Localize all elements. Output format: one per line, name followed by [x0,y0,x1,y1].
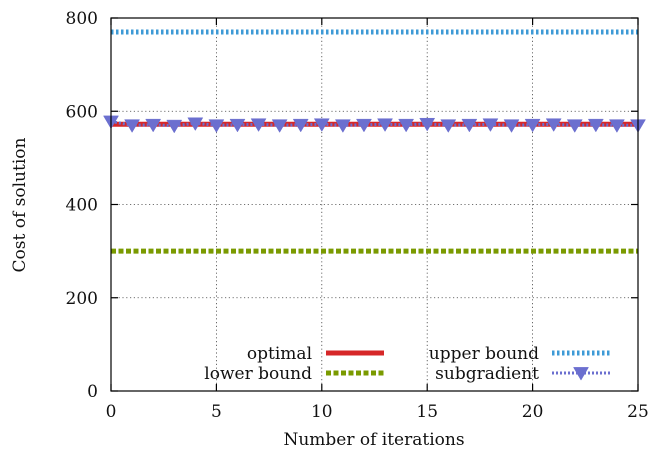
series-point-subgradient [145,118,162,133]
x-axis-title: Number of iterations [283,430,464,450]
grid [111,18,638,391]
x-tick-label: 10 [311,402,333,422]
series-point-subgradient [566,119,583,133]
series-point-subgradient [356,118,372,133]
series-point-subgradient [271,119,288,133]
plot-frame [110,17,639,392]
x-tick-label: 0 [106,402,117,422]
series-point-subgradient [313,118,330,132]
legend-marker-subgradient [573,367,589,381]
series-layer [103,29,646,254]
series-point-subgradient [545,118,562,132]
series-point-subgradient [608,119,625,133]
series-point-subgradient [503,119,520,133]
series-point-subgradient [587,118,604,133]
series-point-subgradient [229,118,246,133]
y-tick-label: 400 [66,196,98,216]
x-tick-label: 5 [211,402,222,422]
series-point-subgradient [292,118,309,133]
series-point-subgradient [166,119,183,134]
legend-label-upper-bound: upper bound [429,344,539,364]
legend-label-lower-bound: lower bound [204,364,312,384]
series-point-subgradient [524,118,541,133]
y-tick-label: 0 [87,382,98,402]
series-point-subgradient [398,118,415,133]
tick-labels: 0 5 10 15 20 25 0 200 400 600 800 [66,9,649,422]
series-point-subgradient [419,117,436,132]
series-point-subgradient [334,119,351,133]
series-point-subgradient [461,118,478,133]
y-tick-label: 200 [66,289,98,309]
legend: optimal upper bound lower bound subgradient [204,344,610,384]
series-point-subgradient [440,119,457,133]
series-point-subgradient [482,118,499,132]
x-tick-label: 20 [522,402,544,422]
axis-ticks [110,17,639,392]
series-point-subgradient [124,119,141,133]
legend-label-subgradient: subgradient [435,364,539,384]
x-tick-label: 25 [627,402,649,422]
y-tick-label: 800 [66,9,98,29]
series-point-subgradient [187,117,204,131]
series-point-subgradient [208,119,225,133]
series-point-subgradient [250,118,267,132]
y-tick-label: 600 [66,102,98,122]
legend-label-optimal: optimal [247,344,312,364]
series-point-subgradient [377,118,393,132]
y-axis-title: Cost of solution [10,137,30,272]
x-tick-label: 15 [416,402,438,422]
